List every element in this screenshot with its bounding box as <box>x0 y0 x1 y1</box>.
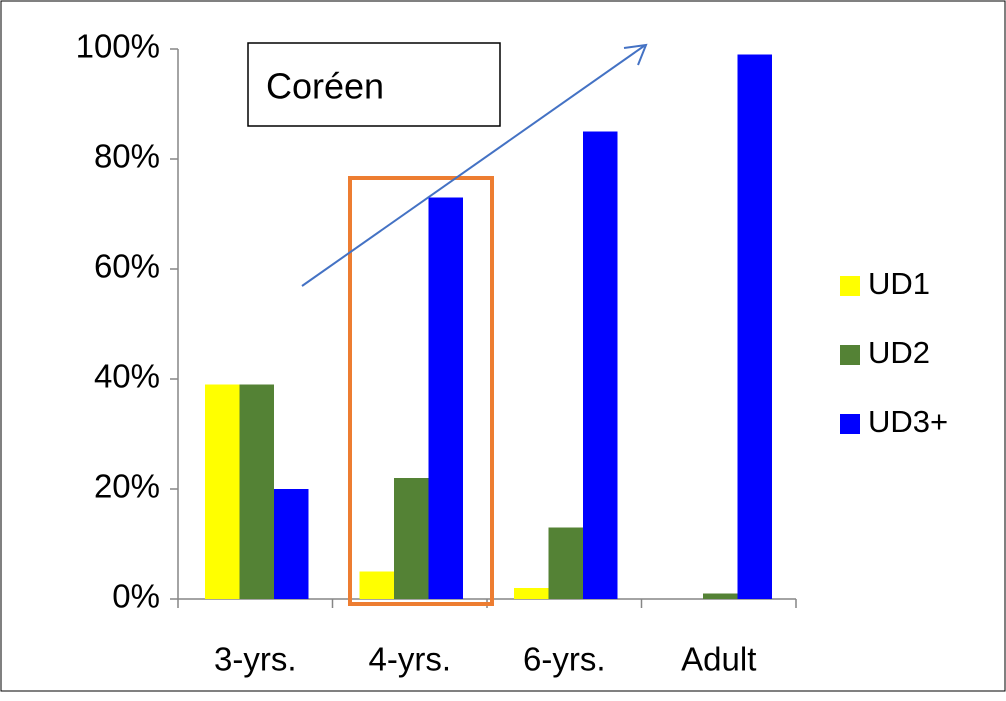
x-category-label: 3-yrs. <box>214 641 297 678</box>
y-tick-group: 0% 20% 40% 60% 80% 100% <box>76 28 178 615</box>
annotation-label-text: Coréen <box>266 66 384 107</box>
trend-arrow-line <box>301 45 645 287</box>
y-tick-label: 100% <box>76 28 160 65</box>
y-tick-label: 20% <box>94 468 160 505</box>
y-tick-label: 60% <box>94 248 160 285</box>
trend-arrow <box>301 43 648 287</box>
legend-swatch <box>840 414 860 434</box>
legend-label: UD1 <box>868 266 930 301</box>
x-tick-group: 3-yrs. 4-yrs. 6-yrs. Adult <box>177 599 797 678</box>
x-category-label: Adult <box>681 641 756 678</box>
bar-ud1-6yrs <box>514 588 549 599</box>
y-tick-label: 0% <box>112 578 160 615</box>
trend-arrow-head <box>623 43 648 66</box>
bar-ud3-6yrs <box>583 131 618 599</box>
bar-ud3-adult <box>737 54 772 599</box>
legend-swatch <box>840 276 860 296</box>
bar-ud2-adult <box>703 593 738 599</box>
bar-ud2-6yrs <box>548 527 583 599</box>
bar-group <box>205 54 772 599</box>
bar-ud1-3yrs <box>205 384 240 599</box>
x-category-label: 4-yrs. <box>369 641 452 678</box>
x-category-label: 6-yrs. <box>523 641 606 678</box>
bar-ud3-4yrs <box>428 197 463 599</box>
bar-ud1-4yrs <box>359 571 394 599</box>
legend-swatch <box>840 345 860 365</box>
y-tick-label: 80% <box>94 138 160 175</box>
legend-label: UD3+ <box>868 404 948 439</box>
legend: UD1 UD2 UD3+ <box>840 266 948 439</box>
bar-ud3-3yrs <box>274 489 309 599</box>
bar-ud2-3yrs <box>239 384 274 599</box>
annotation-label-box <box>247 42 501 127</box>
y-tick-label: 40% <box>94 358 160 395</box>
legend-label: UD2 <box>868 335 930 370</box>
bar-ud2-4yrs <box>394 478 429 599</box>
annotation-label: Coréen <box>247 42 501 127</box>
highlight-rectangle <box>348 176 494 606</box>
